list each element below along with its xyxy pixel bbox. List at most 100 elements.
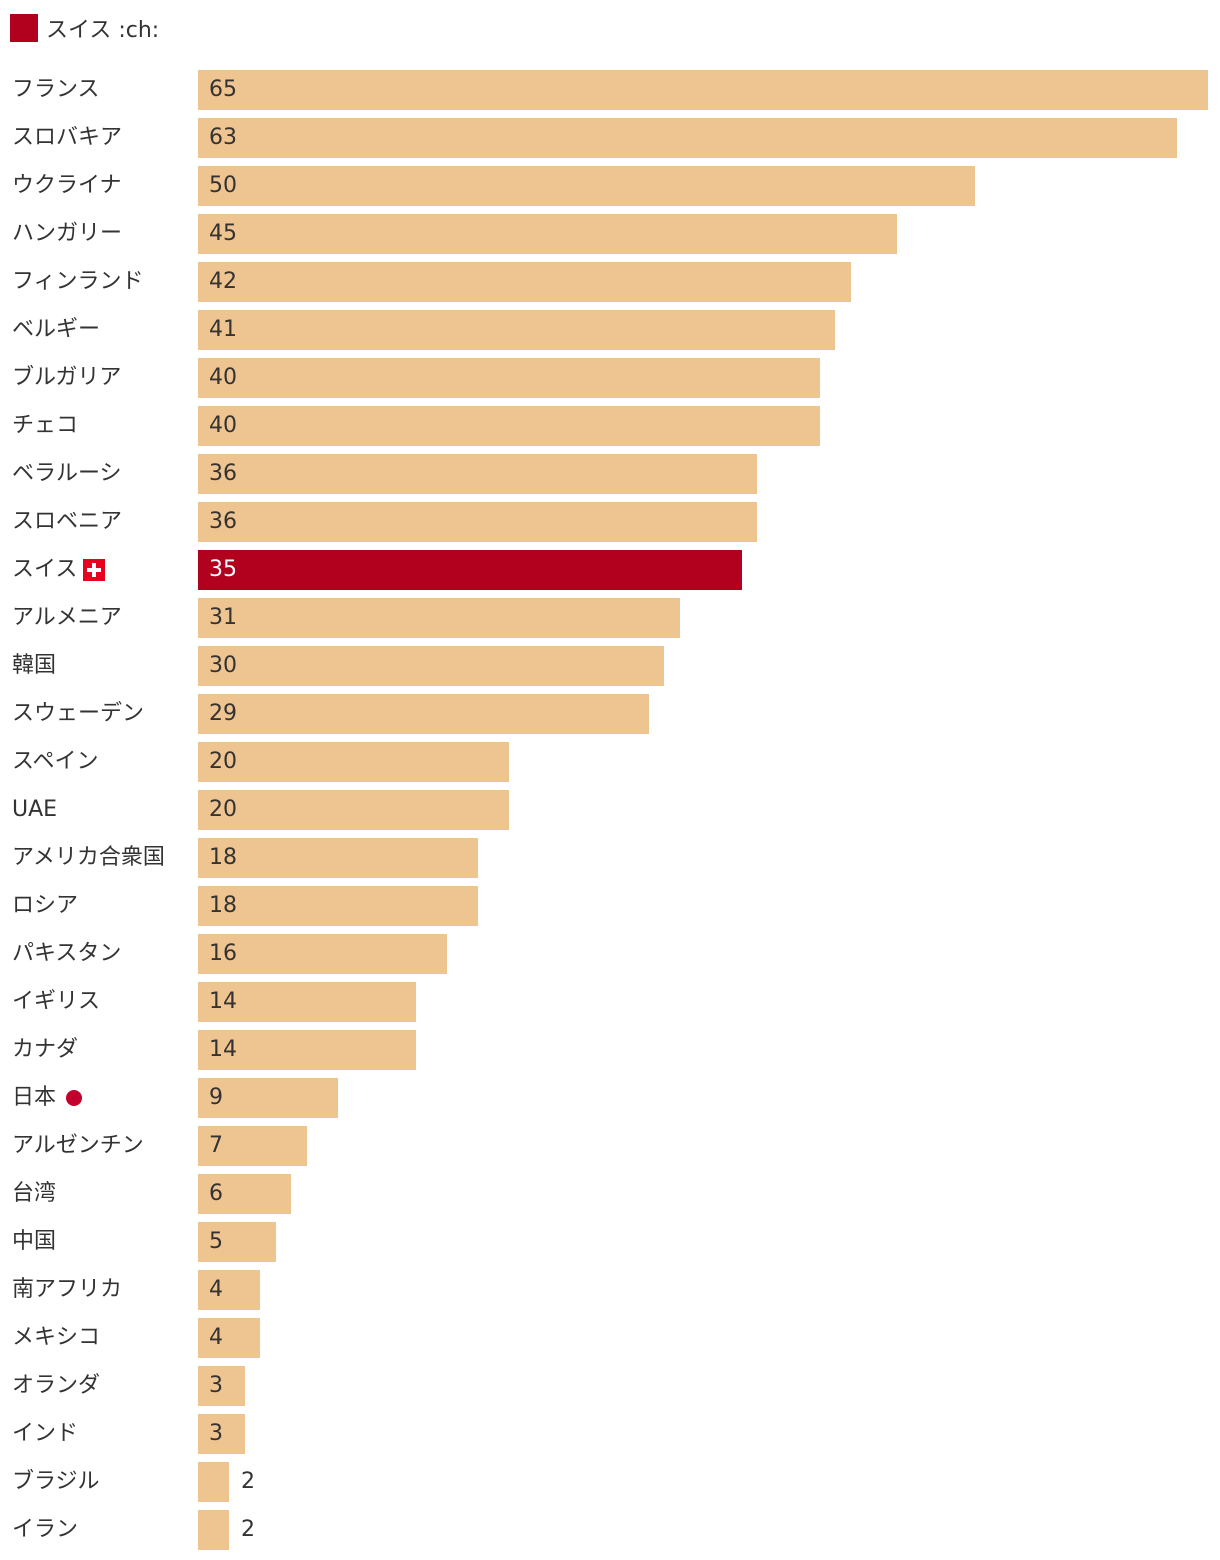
bar-row: イギリス 14 — [0, 982, 1220, 1022]
category-label-text: 台湾 — [12, 1181, 57, 1206]
bar — [198, 358, 820, 398]
bar — [198, 1414, 245, 1454]
category-label-text: アルメニア — [12, 605, 122, 630]
bar — [198, 502, 757, 542]
value-label: 40 — [209, 413, 237, 438]
value-label: 18 — [209, 893, 237, 918]
value-label: 14 — [209, 1037, 237, 1062]
category-label: 日本 — [12, 1078, 83, 1118]
bar — [198, 934, 447, 974]
bar — [198, 1462, 229, 1502]
value-label: 3 — [209, 1421, 223, 1446]
value-label: 6 — [209, 1181, 223, 1206]
value-label: 2 — [241, 1517, 255, 1542]
category-label: インド — [12, 1414, 78, 1454]
category-label: パキスタン — [12, 934, 121, 974]
bar-row: 台湾 6 — [0, 1174, 1220, 1214]
category-label-text: 韓国 — [12, 653, 57, 678]
legend-label: スイス :ch: — [46, 18, 160, 43]
category-label-text: イラン — [12, 1517, 79, 1542]
bar-row: ウクライナ 50 — [0, 166, 1220, 206]
category-label: スペイン — [12, 742, 98, 782]
category-label-text: オランダ — [12, 1373, 101, 1398]
bar-row: スロベニア 36 — [0, 502, 1220, 542]
bar — [198, 454, 757, 494]
bar — [198, 886, 478, 926]
category-label-text: ベラルーシ — [12, 461, 122, 486]
legend: スイス :ch: — [10, 14, 160, 43]
swiss-flag-icon — [83, 559, 106, 581]
category-label: スイス — [12, 550, 106, 590]
value-label: 65 — [209, 77, 237, 102]
bar — [198, 1366, 245, 1406]
category-label-text: 中国 — [12, 1229, 57, 1254]
category-label-text: アルゼンチン — [12, 1133, 144, 1158]
bar-row: UAE 20 — [0, 790, 1220, 830]
bar — [198, 550, 742, 590]
bar — [198, 1174, 291, 1214]
bar-row: アルメニア 31 — [0, 598, 1220, 638]
bar-row: 日本 9 — [0, 1078, 1220, 1118]
category-label-text: フランス — [12, 77, 100, 102]
bar — [198, 166, 975, 206]
category-label: 南アフリカ — [12, 1270, 122, 1310]
category-label: アメリカ合衆国 — [12, 838, 165, 878]
bar-row: ブラジル 2 — [0, 1462, 1220, 1502]
bar — [198, 406, 820, 446]
category-label-text: チェコ — [12, 413, 79, 438]
category-label: ハンガリー — [12, 214, 122, 254]
value-label: 36 — [209, 509, 237, 534]
category-label-text: アメリカ合衆国 — [12, 845, 165, 870]
value-label: 29 — [209, 701, 237, 726]
category-label: イラン — [12, 1510, 78, 1550]
bar — [198, 1510, 229, 1550]
value-label: 42 — [209, 269, 237, 294]
category-label: アルゼンチン — [12, 1126, 144, 1166]
value-label: 16 — [209, 941, 237, 966]
bar — [198, 118, 1177, 158]
value-label: 4 — [209, 1325, 223, 1350]
value-label: 5 — [209, 1229, 223, 1254]
value-label: 20 — [209, 749, 237, 774]
value-label: 31 — [209, 605, 237, 630]
bar — [198, 214, 897, 254]
category-label-text: イギリス — [12, 989, 101, 1014]
bar — [198, 790, 509, 830]
value-label: 35 — [209, 557, 237, 582]
value-label: 7 — [209, 1133, 223, 1158]
value-label: 50 — [209, 173, 237, 198]
category-label: ロシア — [12, 886, 78, 926]
bar-row: スウェーデン 29 — [0, 694, 1220, 734]
bar-row: 中国 5 — [0, 1222, 1220, 1262]
bar-row: メキシコ 4 — [0, 1318, 1220, 1358]
category-label-text: 南アフリカ — [12, 1277, 123, 1302]
value-label: 4 — [209, 1277, 223, 1302]
category-label: フィンランド — [12, 262, 144, 302]
category-label: スウェーデン — [12, 694, 144, 734]
value-label: 2 — [241, 1469, 255, 1494]
category-label: オランダ — [12, 1366, 100, 1406]
bar — [198, 1318, 260, 1358]
value-label: 30 — [209, 653, 237, 678]
bar-row: ベラルーシ 36 — [0, 454, 1220, 494]
bar-row: ベルギー 41 — [0, 310, 1220, 350]
category-label: メキシコ — [12, 1318, 100, 1358]
bar-row: インド 3 — [0, 1414, 1220, 1454]
category-label: ウクライナ — [12, 166, 122, 206]
bar-row: オランダ 3 — [0, 1366, 1220, 1406]
bar — [198, 646, 664, 686]
bar-row: スロバキア 63 — [0, 118, 1220, 158]
bar-row: ハンガリー 45 — [0, 214, 1220, 254]
category-label: フランス — [12, 70, 100, 110]
category-label: ブラジル — [12, 1462, 100, 1502]
category-label: チェコ — [12, 406, 78, 446]
category-label-text: スロベニア — [12, 509, 123, 534]
category-label: スロベニア — [12, 502, 122, 542]
bar — [198, 982, 416, 1022]
category-label: ブルガリア — [12, 358, 121, 398]
bar — [198, 262, 851, 302]
category-label-text: スイス — [12, 557, 78, 582]
category-label: イギリス — [12, 982, 100, 1022]
category-label-text: カナダ — [12, 1037, 79, 1062]
